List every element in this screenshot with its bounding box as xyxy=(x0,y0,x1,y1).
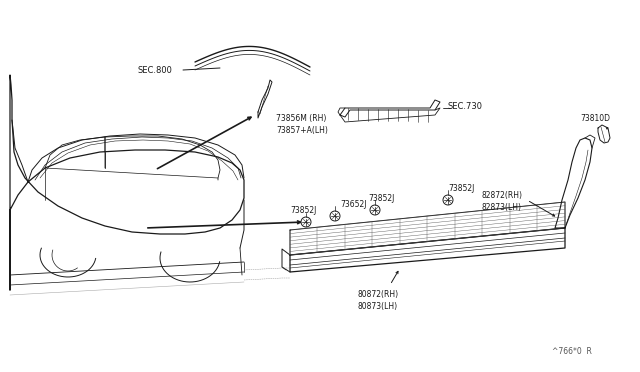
Text: 80873(LH): 80873(LH) xyxy=(358,302,398,311)
Text: 73857+A(LH): 73857+A(LH) xyxy=(276,125,328,135)
Text: ^766*0  R: ^766*0 R xyxy=(552,347,592,356)
Text: 73856M (RH): 73856M (RH) xyxy=(276,113,326,122)
Text: 73852J: 73852J xyxy=(368,193,394,202)
Text: 82872(RH): 82872(RH) xyxy=(482,190,523,199)
Text: SEC.730: SEC.730 xyxy=(448,102,483,110)
Text: 80872(RH): 80872(RH) xyxy=(358,291,399,299)
Text: 73810D: 73810D xyxy=(580,113,610,122)
Text: 73652J: 73652J xyxy=(340,199,367,208)
Text: 73852J: 73852J xyxy=(448,183,474,192)
Text: SEC.800: SEC.800 xyxy=(138,65,173,74)
Text: 82873(LH): 82873(LH) xyxy=(482,202,522,212)
Text: 73852J: 73852J xyxy=(290,205,316,215)
